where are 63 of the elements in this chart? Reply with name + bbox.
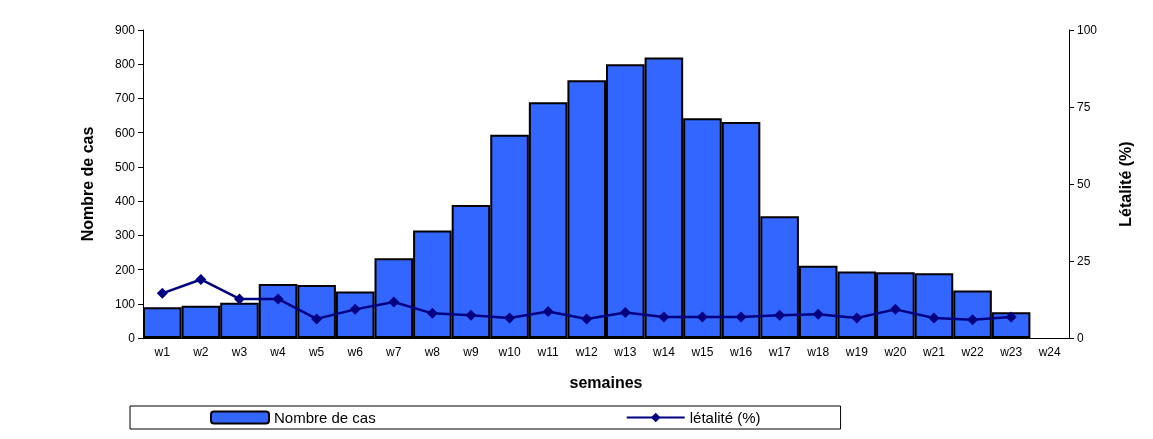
- y-tick-label: 0: [128, 331, 136, 345]
- y-tick-label: 200: [114, 262, 136, 277]
- x-tick-label: w12: [574, 345, 599, 359]
- x-tick-label: w17: [767, 345, 791, 359]
- x-tick-label: w10: [497, 345, 521, 359]
- y-tick-label: 900: [114, 23, 136, 37]
- y2-tick-label: 100: [1077, 23, 1098, 37]
- x-tick-label: w2: [192, 345, 209, 359]
- point: [542, 306, 554, 318]
- y2-tick-label: 50: [1077, 177, 1091, 191]
- y2-tick-label: 75: [1077, 100, 1091, 114]
- point: [928, 312, 940, 324]
- point: [504, 312, 516, 324]
- point: [272, 293, 284, 305]
- x-tick-label: w16: [729, 345, 753, 359]
- x-axis-title: semaines: [569, 373, 643, 391]
- legend-label: létalité (%): [689, 409, 761, 426]
- y-tick-label: 100: [114, 296, 136, 311]
- y2-tick-label: 25: [1077, 254, 1091, 268]
- y2-axis-title: Létalité (%): [1116, 141, 1134, 227]
- y-tick-label: 400: [114, 194, 136, 209]
- x-tick-label: w18: [806, 345, 830, 359]
- x-tick-label: w13: [613, 345, 637, 359]
- y-tick-label: 300: [114, 228, 136, 243]
- point: [233, 293, 245, 305]
- point: [851, 312, 863, 324]
- x-tick-label: w23: [999, 345, 1023, 359]
- point: [658, 311, 670, 323]
- x-tick-label: w8: [423, 345, 441, 359]
- x-tick-label: w6: [346, 345, 364, 359]
- point: [426, 307, 438, 319]
- x-tick-label: w3: [230, 345, 248, 359]
- x-tick-label: w14: [651, 345, 676, 359]
- x-tick-label: w4: [269, 345, 287, 359]
- legend-label: Nombre de cas: [274, 409, 376, 426]
- y-tick-label: 800: [114, 57, 136, 72]
- x-tick-label: w22: [960, 345, 984, 359]
- x-tick-label: w1: [153, 345, 171, 359]
- point: [156, 287, 168, 299]
- x-tick-label: w21: [921, 345, 946, 359]
- x-tick-label: w20: [883, 345, 907, 359]
- point: [581, 313, 593, 325]
- y2-tick-label: 0: [1077, 331, 1084, 345]
- y-tick-label: 700: [114, 91, 136, 106]
- point: [195, 273, 207, 285]
- point: [311, 313, 323, 325]
- x-tick-label: w9: [462, 345, 479, 359]
- y-tick-label: 500: [114, 159, 136, 174]
- x-tick-label: w15: [690, 345, 714, 359]
- point: [735, 311, 747, 323]
- point: [619, 306, 631, 318]
- point: [889, 303, 901, 315]
- y-axis-title: Nombre de cas: [78, 126, 96, 242]
- x-tick-label: w7: [385, 345, 402, 359]
- x-tick-label: w24: [1037, 345, 1062, 359]
- point: [388, 296, 400, 308]
- point: [812, 308, 824, 320]
- x-tick-label: w11: [536, 345, 560, 359]
- y-tick-label: 600: [114, 125, 136, 140]
- x-tick-label: w5: [307, 345, 325, 359]
- point: [465, 309, 477, 321]
- x-tick-label: w19: [844, 345, 869, 359]
- point: [1005, 311, 1017, 323]
